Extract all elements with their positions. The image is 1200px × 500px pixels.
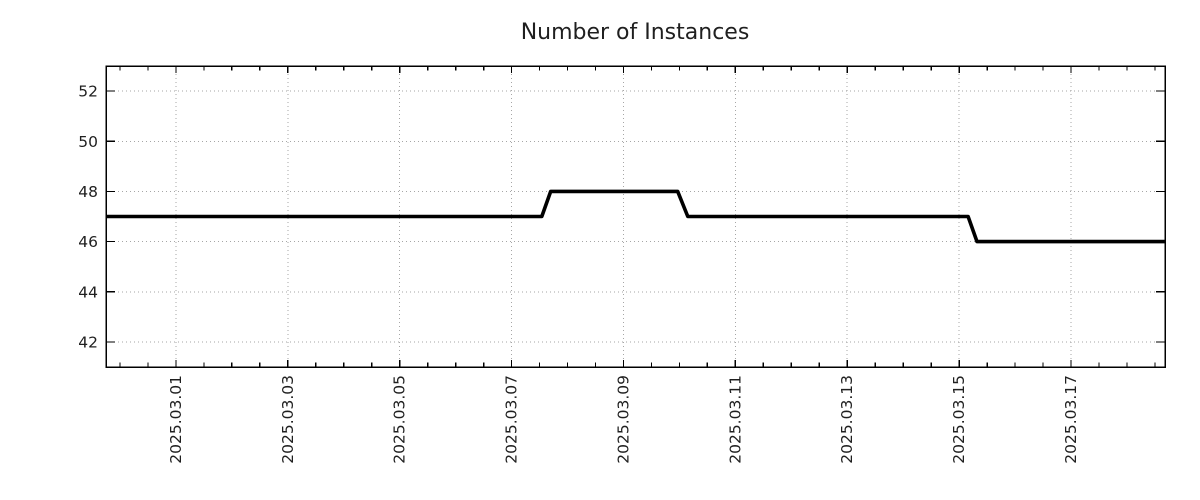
plot-frame — [105, 65, 1166, 368]
chart-title: Number of Instances — [521, 20, 750, 45]
x-tick-label: 2025.03.15 — [950, 375, 968, 464]
grid-lines — [106, 66, 1165, 367]
y-axis-tick-labels: 42 44 46 48 50 52 — [78, 83, 98, 352]
x-tick-label: 2025.03.01 — [167, 375, 185, 464]
y-tick-label: 48 — [78, 183, 98, 201]
x-tick-label: 2025.03.07 — [503, 375, 521, 464]
series-instances — [106, 189, 1165, 244]
x-tick-label: 2025.03.13 — [838, 375, 856, 464]
y-tick-label: 52 — [78, 83, 98, 101]
x-axis-tick-labels: 2025.03.01 2025.03.03 2025.03.05 2025.03.07… — [167, 375, 1080, 464]
x-tick-label: 2025.03.05 — [391, 375, 409, 464]
axis-ticks — [106, 66, 1165, 367]
x-tick-label: 2025.03.11 — [726, 375, 744, 464]
y-tick-label: 50 — [78, 133, 98, 151]
x-tick-label: 2025.03.17 — [1062, 375, 1080, 464]
y-tick-label: 46 — [78, 233, 98, 251]
x-tick-label: 2025.03.09 — [614, 375, 632, 464]
x-tick-label: 2025.03.03 — [279, 375, 297, 464]
plot-border — [105, 65, 1166, 368]
y-tick-label: 44 — [78, 283, 98, 301]
instances-series-line — [106, 189, 1165, 244]
y-tick-label: 42 — [78, 333, 98, 351]
